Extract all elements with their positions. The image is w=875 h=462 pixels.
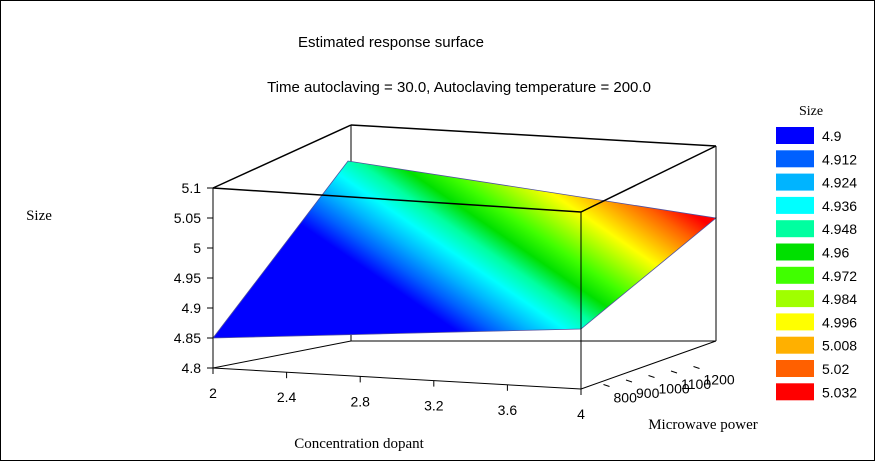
- legend-swatch: [776, 150, 814, 168]
- y-tick-mark: [648, 375, 655, 378]
- box-edge-bottom-right: [580, 340, 717, 390]
- z-tick-label: 5.1: [182, 180, 202, 196]
- legend-swatch: [776, 266, 814, 284]
- x-axis-label: Concentration dopant: [294, 436, 424, 452]
- y-tick-label: 1100: [681, 376, 711, 392]
- z-tick-label: 5: [193, 240, 201, 256]
- legend-label: 4.912: [822, 151, 857, 167]
- y-tick-label: 800: [614, 390, 638, 406]
- z-tick-label: 4.85: [174, 330, 201, 346]
- z-axis-label: Size: [26, 208, 52, 224]
- legend-label: 4.984: [822, 291, 857, 307]
- chart-title: Estimated response surface: [298, 34, 484, 51]
- y-tick-mark: [693, 366, 700, 369]
- x-tick-label: 2.4: [277, 389, 297, 405]
- box-edge-back-bottom-left: [212, 340, 352, 369]
- z-tick-label: 4.8: [182, 360, 202, 376]
- y-tick-label: 1200: [704, 372, 735, 388]
- x-tick-label: 4: [577, 406, 585, 422]
- legend-label: 4.96: [822, 245, 849, 261]
- box-edge-bottom-front: [212, 367, 582, 390]
- box-edge-top-right: [580, 145, 717, 213]
- legend-swatch: [776, 243, 814, 261]
- legend-title: Size: [799, 104, 823, 119]
- legend-swatch: [776, 313, 814, 331]
- legend-swatch: [776, 127, 814, 144]
- legend-label: 5.008: [822, 338, 857, 354]
- x-tick-label: 3.6: [498, 402, 518, 418]
- box-edge-top-back: [350, 124, 717, 147]
- z-tick-label: 5.05: [174, 210, 201, 226]
- legend-swatch: [776, 220, 814, 238]
- box-edge-top-left: [212, 124, 352, 189]
- z-axis-ticks: 4.8 4.85 4.9 4.95 5 5.05 5.1: [174, 180, 213, 376]
- legend-label: 4.9: [822, 128, 842, 144]
- z-tick-label: 4.95: [174, 270, 201, 286]
- legend-label: 5.02: [822, 361, 849, 377]
- x-tick-label: 3.2: [424, 398, 444, 414]
- box-edge-top-front: [212, 187, 582, 213]
- y-tick-mark: [603, 384, 610, 387]
- y-tick-mark: [670, 370, 678, 374]
- legend-label: 4.996: [822, 314, 857, 330]
- legend-label: 4.936: [822, 198, 857, 214]
- legend: 4.9 4.912 4.924 4.936 4.948 4.96 4.972 4.984 4.9…: [776, 127, 857, 401]
- legend-swatch: [776, 360, 814, 377]
- x-tick-label: 2: [209, 385, 217, 401]
- legend-label: 4.924: [822, 175, 857, 191]
- legend-swatch: [776, 383, 814, 401]
- box-front-edges: [212, 145, 717, 213]
- legend-swatch: [776, 196, 814, 214]
- legend-swatch: [776, 336, 814, 354]
- legend-swatch: [776, 290, 814, 308]
- x-axis-ticks: 2 2.4 2.8 3.2 3.6 4: [209, 368, 585, 422]
- legend-label: 4.972: [822, 268, 857, 284]
- chart-subtitle: Time autoclaving = 30.0, Autoclaving tem…: [267, 79, 651, 96]
- response-surface: [212, 160, 717, 339]
- legend-label: 4.948: [822, 221, 857, 237]
- y-axis-label: Microwave power: [648, 417, 758, 433]
- legend-label: 5.032: [822, 384, 857, 400]
- box-top-edges: [212, 124, 717, 189]
- legend-swatch: [776, 173, 814, 191]
- y-tick-label: 900: [636, 385, 660, 401]
- z-tick-label: 4.9: [182, 300, 202, 316]
- y-tick-label: 1000: [659, 381, 690, 397]
- y-tick-mark: [625, 379, 633, 383]
- x-tick-label: 2.8: [350, 393, 370, 409]
